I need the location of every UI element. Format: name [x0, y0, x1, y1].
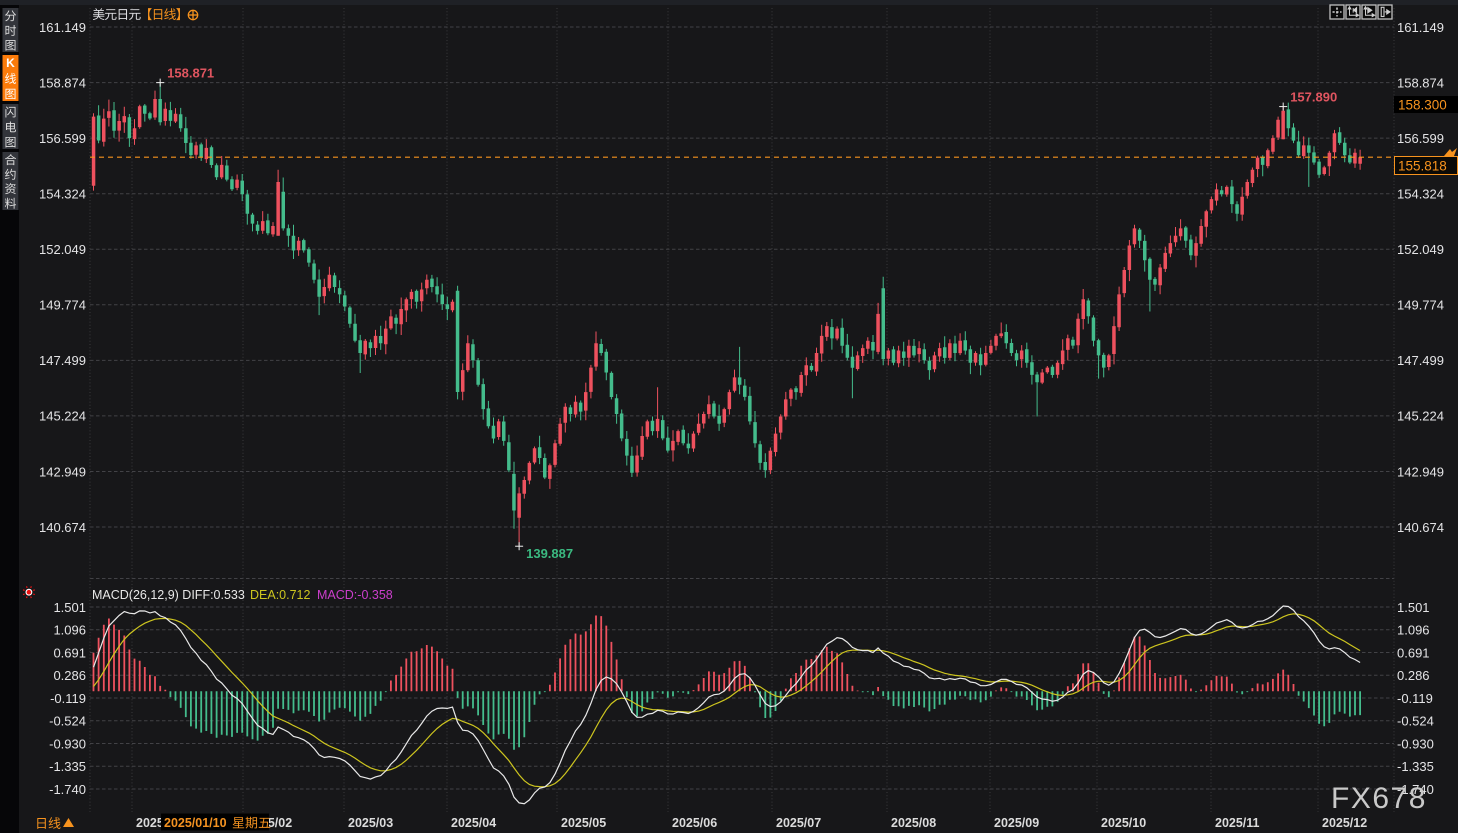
- svg-text:142.949: 142.949: [39, 464, 86, 479]
- svg-text:DEA:0.712: DEA:0.712: [250, 588, 311, 602]
- svg-text:-0.119: -0.119: [50, 691, 86, 706]
- svg-text:K: K: [6, 56, 15, 70]
- svg-text:2025/09: 2025/09: [994, 816, 1039, 830]
- svg-text:161.149: 161.149: [39, 20, 86, 35]
- svg-text:0.286: 0.286: [53, 668, 86, 683]
- svg-text:158.300: 158.300: [1398, 98, 1447, 113]
- svg-text:1.501: 1.501: [1397, 600, 1430, 615]
- svg-text:-1.740: -1.740: [49, 782, 86, 797]
- svg-text:MACD(26,12,9) DIFF:0.533: MACD(26,12,9) DIFF:0.533: [92, 588, 245, 602]
- svg-text:-0.119: -0.119: [1397, 691, 1433, 706]
- svg-text:0.691: 0.691: [53, 645, 86, 660]
- svg-text:1.096: 1.096: [1397, 623, 1430, 638]
- svg-text:152.049: 152.049: [1397, 242, 1444, 257]
- svg-text:FX678: FX678: [1331, 782, 1427, 815]
- svg-text:147.499: 147.499: [1397, 353, 1444, 368]
- svg-text:155.818: 155.818: [1398, 159, 1447, 174]
- svg-text:142.949: 142.949: [1397, 464, 1444, 479]
- svg-text:157.890: 157.890: [1290, 90, 1337, 105]
- svg-text:154.324: 154.324: [39, 186, 86, 201]
- svg-text:140.674: 140.674: [39, 520, 86, 535]
- svg-text:154.324: 154.324: [1397, 186, 1444, 201]
- svg-text:149.774: 149.774: [1397, 298, 1444, 313]
- svg-text:2025/12: 2025/12: [1322, 816, 1367, 830]
- svg-text:-1.740: -1.740: [1397, 782, 1434, 797]
- svg-text:147.499: 147.499: [39, 353, 86, 368]
- svg-text:149.774: 149.774: [39, 298, 86, 313]
- svg-text:158.874: 158.874: [39, 75, 86, 90]
- svg-text:139.887: 139.887: [526, 546, 573, 561]
- svg-text:161.149: 161.149: [1397, 20, 1444, 35]
- svg-text:152.049: 152.049: [39, 242, 86, 257]
- svg-text:-1.335: -1.335: [1397, 759, 1434, 774]
- svg-text:156.599: 156.599: [39, 131, 86, 146]
- svg-text:2025/07: 2025/07: [776, 816, 821, 830]
- svg-text:145.224: 145.224: [39, 409, 86, 424]
- svg-text:140.674: 140.674: [1397, 520, 1444, 535]
- svg-text:2025/06: 2025/06: [672, 816, 717, 830]
- svg-text:2025/05: 2025/05: [561, 816, 606, 830]
- svg-text:MACD:-0.358: MACD:-0.358: [317, 588, 393, 602]
- svg-text:1.501: 1.501: [53, 600, 86, 615]
- svg-text:-1.335: -1.335: [49, 759, 86, 774]
- svg-text:145.224: 145.224: [1397, 409, 1444, 424]
- svg-text:2025/01/10: 2025/01/10: [164, 816, 227, 830]
- svg-text:158.874: 158.874: [1397, 75, 1444, 90]
- svg-text:0.286: 0.286: [1397, 668, 1430, 683]
- svg-text:2025/10: 2025/10: [1101, 816, 1146, 830]
- svg-text:-0.524: -0.524: [1397, 714, 1434, 729]
- svg-text:-0.930: -0.930: [49, 736, 86, 751]
- svg-text:2025/04: 2025/04: [451, 816, 496, 830]
- svg-text:2025/03: 2025/03: [348, 816, 393, 830]
- svg-text:-0.524: -0.524: [49, 714, 86, 729]
- svg-text:2025/11: 2025/11: [1215, 816, 1260, 830]
- svg-text:-0.930: -0.930: [1397, 736, 1434, 751]
- svg-text:156.599: 156.599: [1397, 131, 1444, 146]
- svg-text:0.691: 0.691: [1397, 645, 1430, 660]
- svg-text:1.096: 1.096: [53, 623, 86, 638]
- svg-text:158.871: 158.871: [167, 66, 214, 81]
- svg-text:2025/08: 2025/08: [891, 816, 936, 830]
